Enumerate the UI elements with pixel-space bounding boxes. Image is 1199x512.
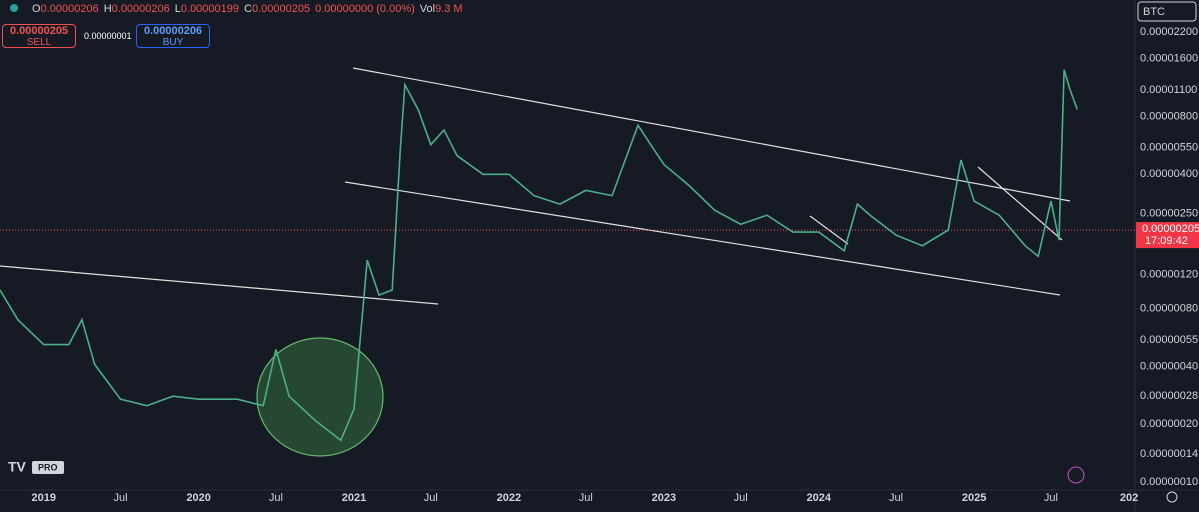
x-tick-label: Jul [1044,492,1058,504]
y-tick-label: 0.00000014 [1140,448,1198,460]
price-axis [1135,0,1199,512]
y-tick-label: 0.00001600 [1140,53,1198,65]
y-tick-label: 0.00000040 [1140,360,1198,372]
y-tick-label: 0.00000250 [1140,207,1198,219]
x-tick-label: 2019 [31,492,55,504]
y-tick-label: 0.00000028 [1140,390,1198,402]
change: 0.00000000 (0.00%) [315,3,415,15]
sell-label: SELL [26,37,52,48]
y-tick-label: 0.00000550 [1140,142,1198,154]
x-tick-label: Jul [579,492,593,504]
price-line [0,69,1079,442]
logo-mark: TV [8,459,27,475]
y-tick-label: 0.00000055 [1140,334,1198,346]
buy-label: BUY [162,37,184,48]
y-tick-label: 0.00000080 [1140,303,1198,315]
x-tick-label: Jul [889,492,903,504]
x-tick-label: 2022 [497,492,521,504]
logo: TV PRO [8,459,64,475]
ohlc-value: 0.00000206 [40,3,99,15]
y-tick-label: 0.00002200 [1140,26,1198,38]
buy-button[interactable]: 0.00000206 BUY [136,24,210,48]
trend-lines [0,67,1071,305]
vol-key: Vol [419,3,436,15]
x-tick-label: 202 [1120,492,1138,504]
symbol-box[interactable] [1137,1,1197,22]
ohlc-key: L [174,3,181,15]
x-tick-label: 2021 [342,492,366,504]
y-tick-label: 0.00000800 [1140,110,1198,122]
symbol: BTC [1143,6,1165,18]
x-tick-label: Jul [734,492,748,504]
spread: 0.00000001 [84,31,132,41]
y-tick-label: 0.00000020 [1140,418,1198,430]
ohlc-value: 0.00000199 [180,3,240,15]
settings-icon[interactable] [1166,491,1178,503]
ohlc-header: O0.00000206 H0.00000206 L0.00000199 C0.0000… [10,3,468,15]
x-tick-label: 2024 [807,492,832,504]
x-tick-label: 2023 [652,492,676,504]
x-tick-label: Jul [424,492,438,504]
ohlc-key: O [32,3,41,15]
ohlc-key: H [103,3,112,15]
status-dot [10,4,18,12]
ohlc-key: C [244,3,252,15]
highlight-ellipse [256,337,384,457]
sell-price: 0.00000205 [9,25,69,37]
y-tick-label: 0.00000400 [1140,168,1198,180]
x-tick-label: 2020 [186,492,210,504]
x-tick-label: Jul [269,492,283,504]
current-price-tag [1136,222,1199,249]
x-tick-label: 2025 [962,492,986,504]
y-tick-label: 0.00000120 [1140,269,1198,281]
countdown: 17:09:42 [1145,235,1188,247]
x-tick-label: Jul [114,492,128,504]
logo-text: PRO [38,462,58,472]
y-tick-label: 0.00001100 [1140,84,1197,96]
buy-price: 0.00000206 [143,25,203,37]
ohlc-value: 0.00000206 [111,3,170,15]
y-tick-label: 0.00000010 [1140,476,1198,488]
ohlc-value: 0.00000205 [251,3,311,15]
alert-icon[interactable] [1067,466,1085,484]
vol-value: 9.3 M [435,3,463,15]
logo-badge [32,461,64,474]
current-price-label: 0.00000205 [1142,223,1199,235]
sell-button[interactable]: 0.00000205 SELL [2,24,76,48]
